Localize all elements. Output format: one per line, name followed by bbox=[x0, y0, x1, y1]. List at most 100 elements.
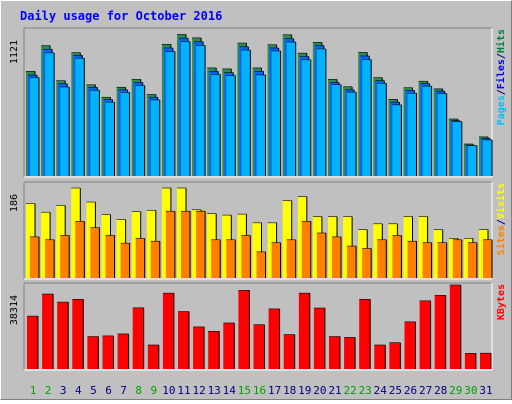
x-tick-label-day-8: 8 bbox=[135, 384, 142, 397]
chart-title: Daily usage for October 2016 bbox=[20, 9, 222, 23]
x-tick-label-day-22: 22 bbox=[343, 384, 356, 397]
x-tick-label-day-3: 3 bbox=[60, 384, 67, 397]
bar-kbytes-kbytes-day-30 bbox=[464, 353, 476, 369]
panel-kbytes-legend: KBytes bbox=[496, 284, 507, 320]
bar-kbytes-kbytes-day-20 bbox=[313, 308, 325, 369]
bar-kbytes-kbytes-day-16 bbox=[253, 324, 265, 369]
bar-kbytes-kbytes-day-8 bbox=[132, 307, 144, 369]
x-tick-label-day-24: 24 bbox=[374, 384, 388, 397]
bar-hits-pages-day-12 bbox=[196, 45, 206, 176]
bar-visits-sites-day-16 bbox=[256, 251, 266, 278]
bar-visits-sites-day-24 bbox=[377, 239, 387, 278]
x-tick-label-day-5: 5 bbox=[90, 384, 97, 397]
bar-visits-sites-day-23 bbox=[362, 248, 372, 278]
bar-kbytes-kbytes-day-5 bbox=[87, 336, 99, 369]
bar-hits-pages-day-29 bbox=[452, 121, 462, 176]
bar-hits-pages-day-15 bbox=[241, 50, 251, 177]
bar-visits-sites-day-11 bbox=[181, 211, 190, 278]
bar-hits-pages-day-7 bbox=[120, 92, 130, 176]
bar-visits-sites-day-13 bbox=[211, 239, 221, 278]
bar-kbytes-kbytes-day-29 bbox=[449, 285, 461, 369]
x-tick-label-day-14: 14 bbox=[223, 384, 237, 397]
bar-kbytes-kbytes-day-17 bbox=[268, 308, 280, 369]
bar-hits-pages-day-25 bbox=[392, 104, 402, 176]
panel-kbytes: 38314 KBytes bbox=[9, 282, 507, 371]
bar-visits-sites-day-19 bbox=[301, 221, 311, 278]
bar-hits-pages-day-19 bbox=[301, 59, 311, 176]
x-tick-label-day-26: 26 bbox=[404, 384, 417, 397]
bar-hits-pages-day-26 bbox=[407, 93, 417, 176]
bar-hits-pages-day-22 bbox=[347, 92, 357, 176]
x-tick-label-day-19: 19 bbox=[298, 384, 311, 397]
x-tick-label-day-23: 23 bbox=[359, 384, 372, 397]
panel-visits-legend: Sites/Visits bbox=[495, 183, 507, 255]
bar-hits-pages-day-21 bbox=[332, 84, 341, 176]
bar-kbytes-kbytes-day-25 bbox=[389, 342, 401, 369]
bar-visits-sites-day-9 bbox=[150, 241, 160, 278]
bar-visits-sites-day-21 bbox=[332, 236, 341, 278]
bar-kbytes-kbytes-day-23 bbox=[359, 299, 371, 369]
bar-hits-pages-day-23 bbox=[362, 59, 372, 176]
bar-hits-pages-day-31 bbox=[483, 139, 492, 176]
bar-kbytes-kbytes-day-10 bbox=[162, 293, 174, 369]
bar-hits-pages-day-5 bbox=[90, 90, 100, 176]
bar-kbytes-kbytes-day-4 bbox=[72, 299, 84, 369]
panel-kbytes-legend-0: KBytes bbox=[496, 284, 507, 320]
bar-visits-sites-day-5 bbox=[90, 227, 100, 278]
x-tick-label-day-30: 30 bbox=[464, 384, 477, 397]
panel-visits: 186 Sites/Visits bbox=[9, 181, 507, 280]
panel-hits-legend-3: / bbox=[496, 53, 507, 59]
x-tick-label-day-6: 6 bbox=[105, 384, 112, 397]
panel-visits-legend-1: / bbox=[496, 219, 507, 225]
bar-visits-visits-day-18 bbox=[282, 200, 292, 278]
bar-kbytes-kbytes-day-9 bbox=[147, 344, 159, 369]
bar-hits-pages-day-13 bbox=[211, 74, 221, 176]
bar-hits-pages-day-9 bbox=[150, 99, 160, 176]
bar-hits-pages-day-24 bbox=[377, 83, 387, 176]
bar-kbytes-kbytes-day-24 bbox=[374, 344, 386, 369]
x-tick-label-day-29: 29 bbox=[449, 384, 462, 397]
bar-hits-pages-day-20 bbox=[316, 48, 326, 177]
bar-visits-sites-day-10 bbox=[165, 211, 175, 278]
bar-hits-pages-day-30 bbox=[467, 145, 477, 176]
x-tick-label-day-25: 25 bbox=[389, 384, 402, 397]
bar-hits-pages-day-3 bbox=[60, 86, 70, 176]
x-tick-label-day-1: 1 bbox=[30, 384, 37, 397]
bar-visits-sites-day-17 bbox=[271, 242, 281, 278]
bar-visits-sites-day-2 bbox=[45, 239, 55, 278]
x-tick-label-day-21: 21 bbox=[328, 384, 341, 397]
bar-kbytes-kbytes-day-2 bbox=[42, 294, 54, 369]
bar-kbytes-kbytes-day-15 bbox=[238, 290, 250, 369]
bar-hits-pages-day-4 bbox=[75, 58, 85, 176]
bar-kbytes-kbytes-day-3 bbox=[57, 302, 69, 369]
bar-hits-pages-day-27 bbox=[422, 86, 432, 176]
bar-visits-sites-day-29 bbox=[452, 239, 462, 278]
panel-hits-legend-2: Files bbox=[495, 59, 507, 89]
bar-kbytes-kbytes-day-13 bbox=[208, 331, 220, 369]
bar-visits-sites-day-12 bbox=[196, 211, 206, 278]
bar-visits-sites-day-3 bbox=[60, 235, 70, 278]
panel-visits-legend-0: Sites bbox=[495, 225, 507, 255]
panel-hits-legend: Pages/Files/Hits bbox=[495, 29, 507, 125]
x-tick-label-day-9: 9 bbox=[150, 384, 157, 397]
panel-kbytes-max-label: 38314 bbox=[9, 295, 20, 325]
bar-hits-pages-day-14 bbox=[226, 75, 236, 176]
bar-visits-visits-day-16 bbox=[252, 222, 262, 278]
x-tick-label-day-17: 17 bbox=[268, 384, 281, 397]
bar-visits-sites-day-15 bbox=[241, 235, 251, 278]
x-tick-label-day-18: 18 bbox=[283, 384, 296, 397]
bar-visits-sites-day-8 bbox=[135, 238, 145, 278]
bar-hits-pages-day-18 bbox=[286, 42, 296, 177]
bar-kbytes-kbytes-day-14 bbox=[223, 322, 235, 369]
panel-hits-legend-4: Hits bbox=[495, 29, 507, 53]
x-tick-label-day-16: 16 bbox=[253, 384, 266, 397]
bar-visits-sites-day-30 bbox=[467, 242, 477, 278]
bar-visits-sites-day-4 bbox=[75, 221, 85, 278]
bar-kbytes-kbytes-day-26 bbox=[404, 321, 416, 369]
x-tick-label-day-20: 20 bbox=[313, 384, 326, 397]
bar-kbytes-kbytes-day-6 bbox=[102, 335, 114, 369]
bar-hits-pages-day-11 bbox=[181, 41, 190, 176]
